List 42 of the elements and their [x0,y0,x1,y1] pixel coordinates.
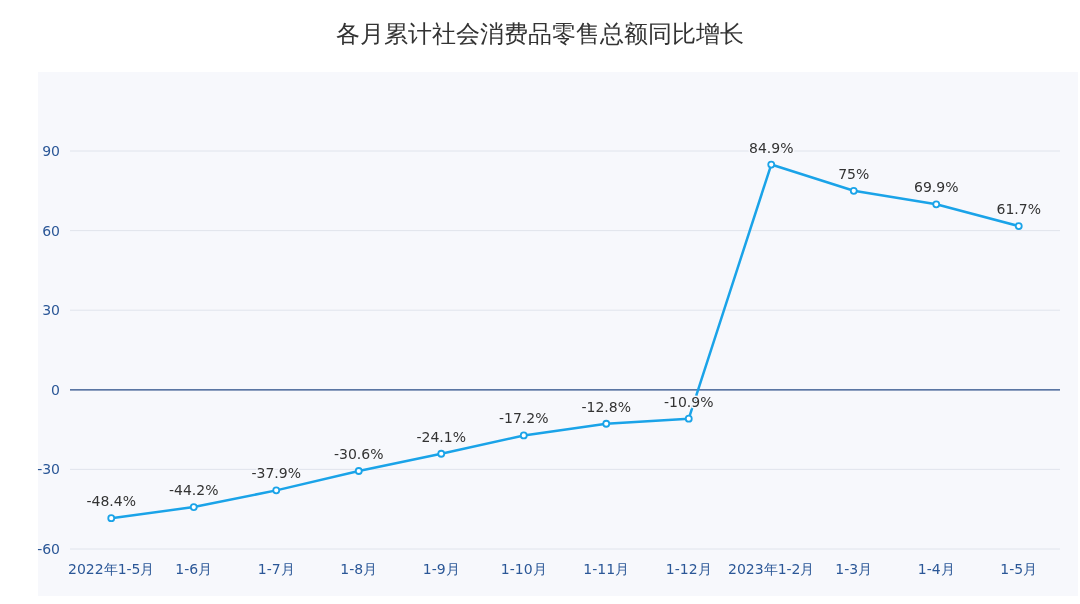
data-label: 75% [838,165,870,182]
point [519,431,528,440]
x-tick-label: 1-6月 [175,561,213,577]
point [602,419,611,428]
x-tick-label: 1-3月 [835,561,873,577]
data-label: -37.9% [251,465,302,482]
y-tick-label: 60 [42,222,60,239]
chart-title: 各月累计社会消费品零售总额同比增长 [336,20,744,48]
x-tick-label: 2022年1-5月 [68,561,155,577]
x-tick-label: 1-11月 [583,561,630,577]
y-tick-label: -60 [37,541,60,557]
x-tick-label: 1-10月 [500,561,547,577]
data-label: -17.2% [498,410,549,427]
x-tick-label: 1-7月 [257,561,295,577]
data-label: -30.6% [333,445,384,462]
point [189,503,198,511]
point [849,186,858,195]
x-tick-label: 1-9月 [422,561,460,577]
y-tick-label: -30 [37,461,60,478]
data-label: -48.4% [86,493,137,510]
x-tick-label: 1-8月 [340,561,378,577]
x-tick-label: 2023年1-2月 [728,561,815,577]
data-label: -12.8% [581,398,632,415]
data-label: 84.9% [749,139,794,156]
point [437,449,446,458]
data-label: -44.2% [168,482,219,499]
point [684,414,693,423]
point [107,514,116,523]
point [932,200,941,209]
y-tick-label: 0 [51,381,60,398]
data-label: -24.1% [416,428,467,445]
point [272,486,281,495]
x-tick-label: 1-5月 [1000,561,1038,577]
y-tick-label: 90 [42,143,60,159]
x-tick-label: 1-12月 [665,561,712,577]
point [354,467,363,475]
data-label: 69.9% [914,179,959,196]
x-tick-label: 1-4月 [917,561,955,577]
y-tick-label: 30 [42,302,60,319]
point [1014,222,1023,230]
point [767,160,776,169]
data-label: 61.7% [996,201,1041,218]
